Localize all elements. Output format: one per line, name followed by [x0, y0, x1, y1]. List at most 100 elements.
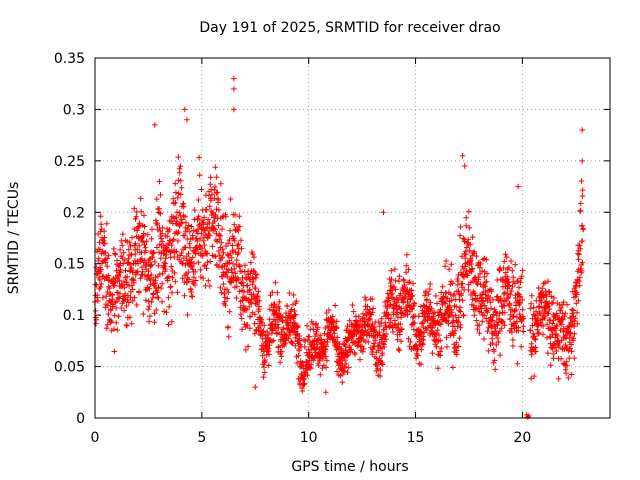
data-point: [101, 273, 107, 280]
data-point: [299, 360, 306, 366]
data-point: [244, 322, 251, 328]
data-point: [224, 273, 231, 280]
data-point: [532, 336, 538, 342]
data-point: [404, 252, 410, 258]
data-point: [124, 322, 130, 329]
data-point: [396, 347, 403, 354]
data-point: [491, 357, 498, 364]
data-point: [168, 242, 175, 249]
data-point: [468, 261, 475, 267]
data-point: [118, 269, 124, 275]
data-point: [300, 381, 307, 388]
data-point: [457, 224, 464, 230]
data-point: [578, 178, 585, 184]
data-point: [226, 308, 233, 315]
data-point: [175, 154, 182, 160]
data-point: [493, 312, 500, 318]
data-point: [579, 127, 585, 133]
data-point: [374, 363, 380, 369]
data-point: [463, 215, 469, 221]
data-point: [545, 310, 552, 316]
data-point: [111, 326, 117, 332]
data-point: [219, 246, 226, 252]
data-point: [177, 163, 184, 170]
data-point: [153, 307, 160, 313]
axes-layer: [94, 57, 611, 419]
data-point: [243, 307, 250, 313]
data-point: [413, 342, 419, 349]
data-point: [250, 279, 256, 285]
data-point: [411, 326, 417, 333]
data-point: [574, 321, 581, 327]
data-point: [475, 274, 482, 281]
data-point: [326, 307, 332, 313]
data-point: [108, 318, 114, 324]
data-point: [133, 269, 140, 276]
data-point: [158, 235, 164, 242]
data-point: [436, 332, 442, 338]
data-point: [102, 259, 109, 266]
data-point: [254, 271, 260, 278]
data-point: [231, 238, 238, 244]
data-point: [173, 189, 179, 196]
data-point: [355, 328, 361, 334]
data-point: [374, 366, 381, 372]
data-point: [178, 220, 184, 227]
data-point: [435, 365, 441, 372]
data-point: [381, 344, 387, 350]
data-point: [377, 367, 384, 373]
data-point: [566, 323, 572, 330]
data-point: [146, 285, 153, 292]
data-point: [528, 300, 534, 307]
data-point: [148, 299, 155, 305]
data-point: [433, 293, 439, 299]
data-point: [111, 282, 118, 289]
data-point: [233, 295, 240, 301]
data-point: [109, 296, 116, 302]
data-point: [501, 322, 508, 329]
y-tick-label: 0: [76, 411, 85, 427]
data-point: [101, 234, 108, 241]
data-point: [398, 338, 404, 344]
data-point: [403, 263, 410, 269]
data-point: [333, 324, 340, 331]
data-point: [295, 352, 302, 359]
data-point: [317, 371, 324, 378]
data-point: [444, 295, 451, 302]
data-point: [500, 265, 507, 271]
data-point: [427, 286, 433, 292]
data-point: [292, 343, 299, 349]
data-point: [364, 303, 371, 310]
data-point: [410, 280, 416, 287]
data-point: [549, 300, 555, 307]
data-point: [489, 340, 496, 346]
data-point: [116, 277, 123, 284]
data-point: [353, 331, 360, 337]
data-point: [200, 275, 206, 281]
data-point: [152, 122, 158, 128]
data-point: [459, 253, 465, 260]
data-point: [224, 295, 230, 302]
data-point: [549, 320, 555, 327]
data-point: [262, 357, 268, 363]
data-point: [546, 289, 553, 296]
data-point: [196, 154, 202, 161]
data-point: [456, 335, 463, 341]
data-point: [488, 305, 494, 312]
data-point: [131, 277, 137, 284]
data-point: [193, 277, 199, 284]
data-point: [171, 270, 178, 276]
data-point: [154, 220, 161, 226]
data-point: [551, 341, 558, 347]
data-point: [180, 204, 187, 210]
data-point: [433, 343, 440, 350]
data-point: [396, 273, 403, 280]
data-point: [143, 238, 150, 245]
data-point: [244, 282, 251, 289]
data-point: [509, 267, 516, 274]
y-tick-label: 0.05: [54, 360, 85, 376]
data-point: [451, 291, 457, 297]
data-point: [338, 345, 345, 352]
data-point: [408, 287, 415, 293]
data-point: [114, 298, 120, 304]
